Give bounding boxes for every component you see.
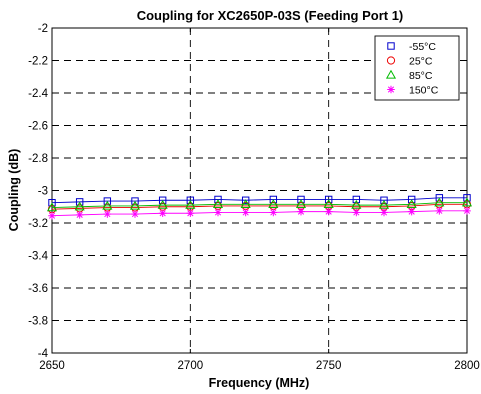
data-point [157,199,168,209]
data-point [269,208,278,217]
data-point [268,199,279,208]
data-point [323,199,334,208]
plot-area: -4 -3.8 -3.6 -3.4 -3.2 -3 -2.8 -2.6 -2.4 -2.2 -2 26… [28,23,480,372]
data-point [214,208,222,217]
data-point [103,210,112,218]
legend-marker [387,85,395,94]
y-tick-label: -2 [38,23,48,35]
x-tick-label: 2750 [316,360,342,372]
y-tick-label: -3.2 [28,218,48,230]
series-line [51,203,467,210]
y-tick-label: -2.8 [28,153,48,165]
y-tick-label: -4 [38,348,49,360]
x-tick-label: 2650 [39,360,65,372]
data-point [351,199,362,209]
y-tick-label: -2.4 [28,88,48,100]
legend-marker [387,42,395,50]
x-tick-label: 2800 [454,360,480,372]
legend-marker [386,56,396,65]
data-point [240,199,251,208]
chart-title: Coupling for XC2650P-03S (Feeding Port 1… [137,8,404,23]
data-point [241,196,250,204]
data-point [295,199,307,208]
data-point [352,195,361,204]
data-point [297,207,305,216]
y-tick-label: -2.2 [28,56,48,68]
y-tick-label: -3.8 [28,316,48,328]
y-axis-label: Coupling (dB) [7,149,21,232]
data-point [435,207,444,215]
data-point [158,209,167,218]
data-point [212,199,224,208]
data-point [74,201,85,211]
data-point [378,199,390,209]
y-tick-label: -2.6 [28,121,48,133]
data-point [102,200,113,210]
y-tick-label: -3.4 [28,251,48,263]
legend: -55°C 25°C 85°C 150°C [374,35,460,101]
series-line [51,197,467,204]
y-tick-label: -3 [38,186,48,198]
data-point [434,197,445,207]
data-point [186,209,195,218]
legend-label: 85°C [409,70,433,82]
series-4 [48,207,471,220]
series-line [51,210,467,217]
legend-label: -55°C [409,41,436,53]
data-point [407,207,416,216]
x-tick-label: 2700 [178,360,204,372]
data-point [406,199,417,208]
legend-marker [385,69,397,79]
data-point [461,197,473,207]
data-point [241,208,250,217]
data-point [129,200,141,210]
y-tick-label: -3.6 [28,283,48,295]
data-point [75,211,84,219]
data-point [380,208,388,217]
data-point [324,207,333,216]
legend-label: 25°C [409,56,433,68]
data-point [352,208,361,217]
data-point [48,211,56,220]
data-point [185,199,196,209]
series-line [51,202,467,209]
data-point [46,202,58,212]
legend-label: 150°C [409,85,439,97]
x-axis-label: Frequency (MHz) [209,376,310,390]
data-point [463,207,471,215]
data-point [131,210,139,218]
series-3 [46,197,473,212]
